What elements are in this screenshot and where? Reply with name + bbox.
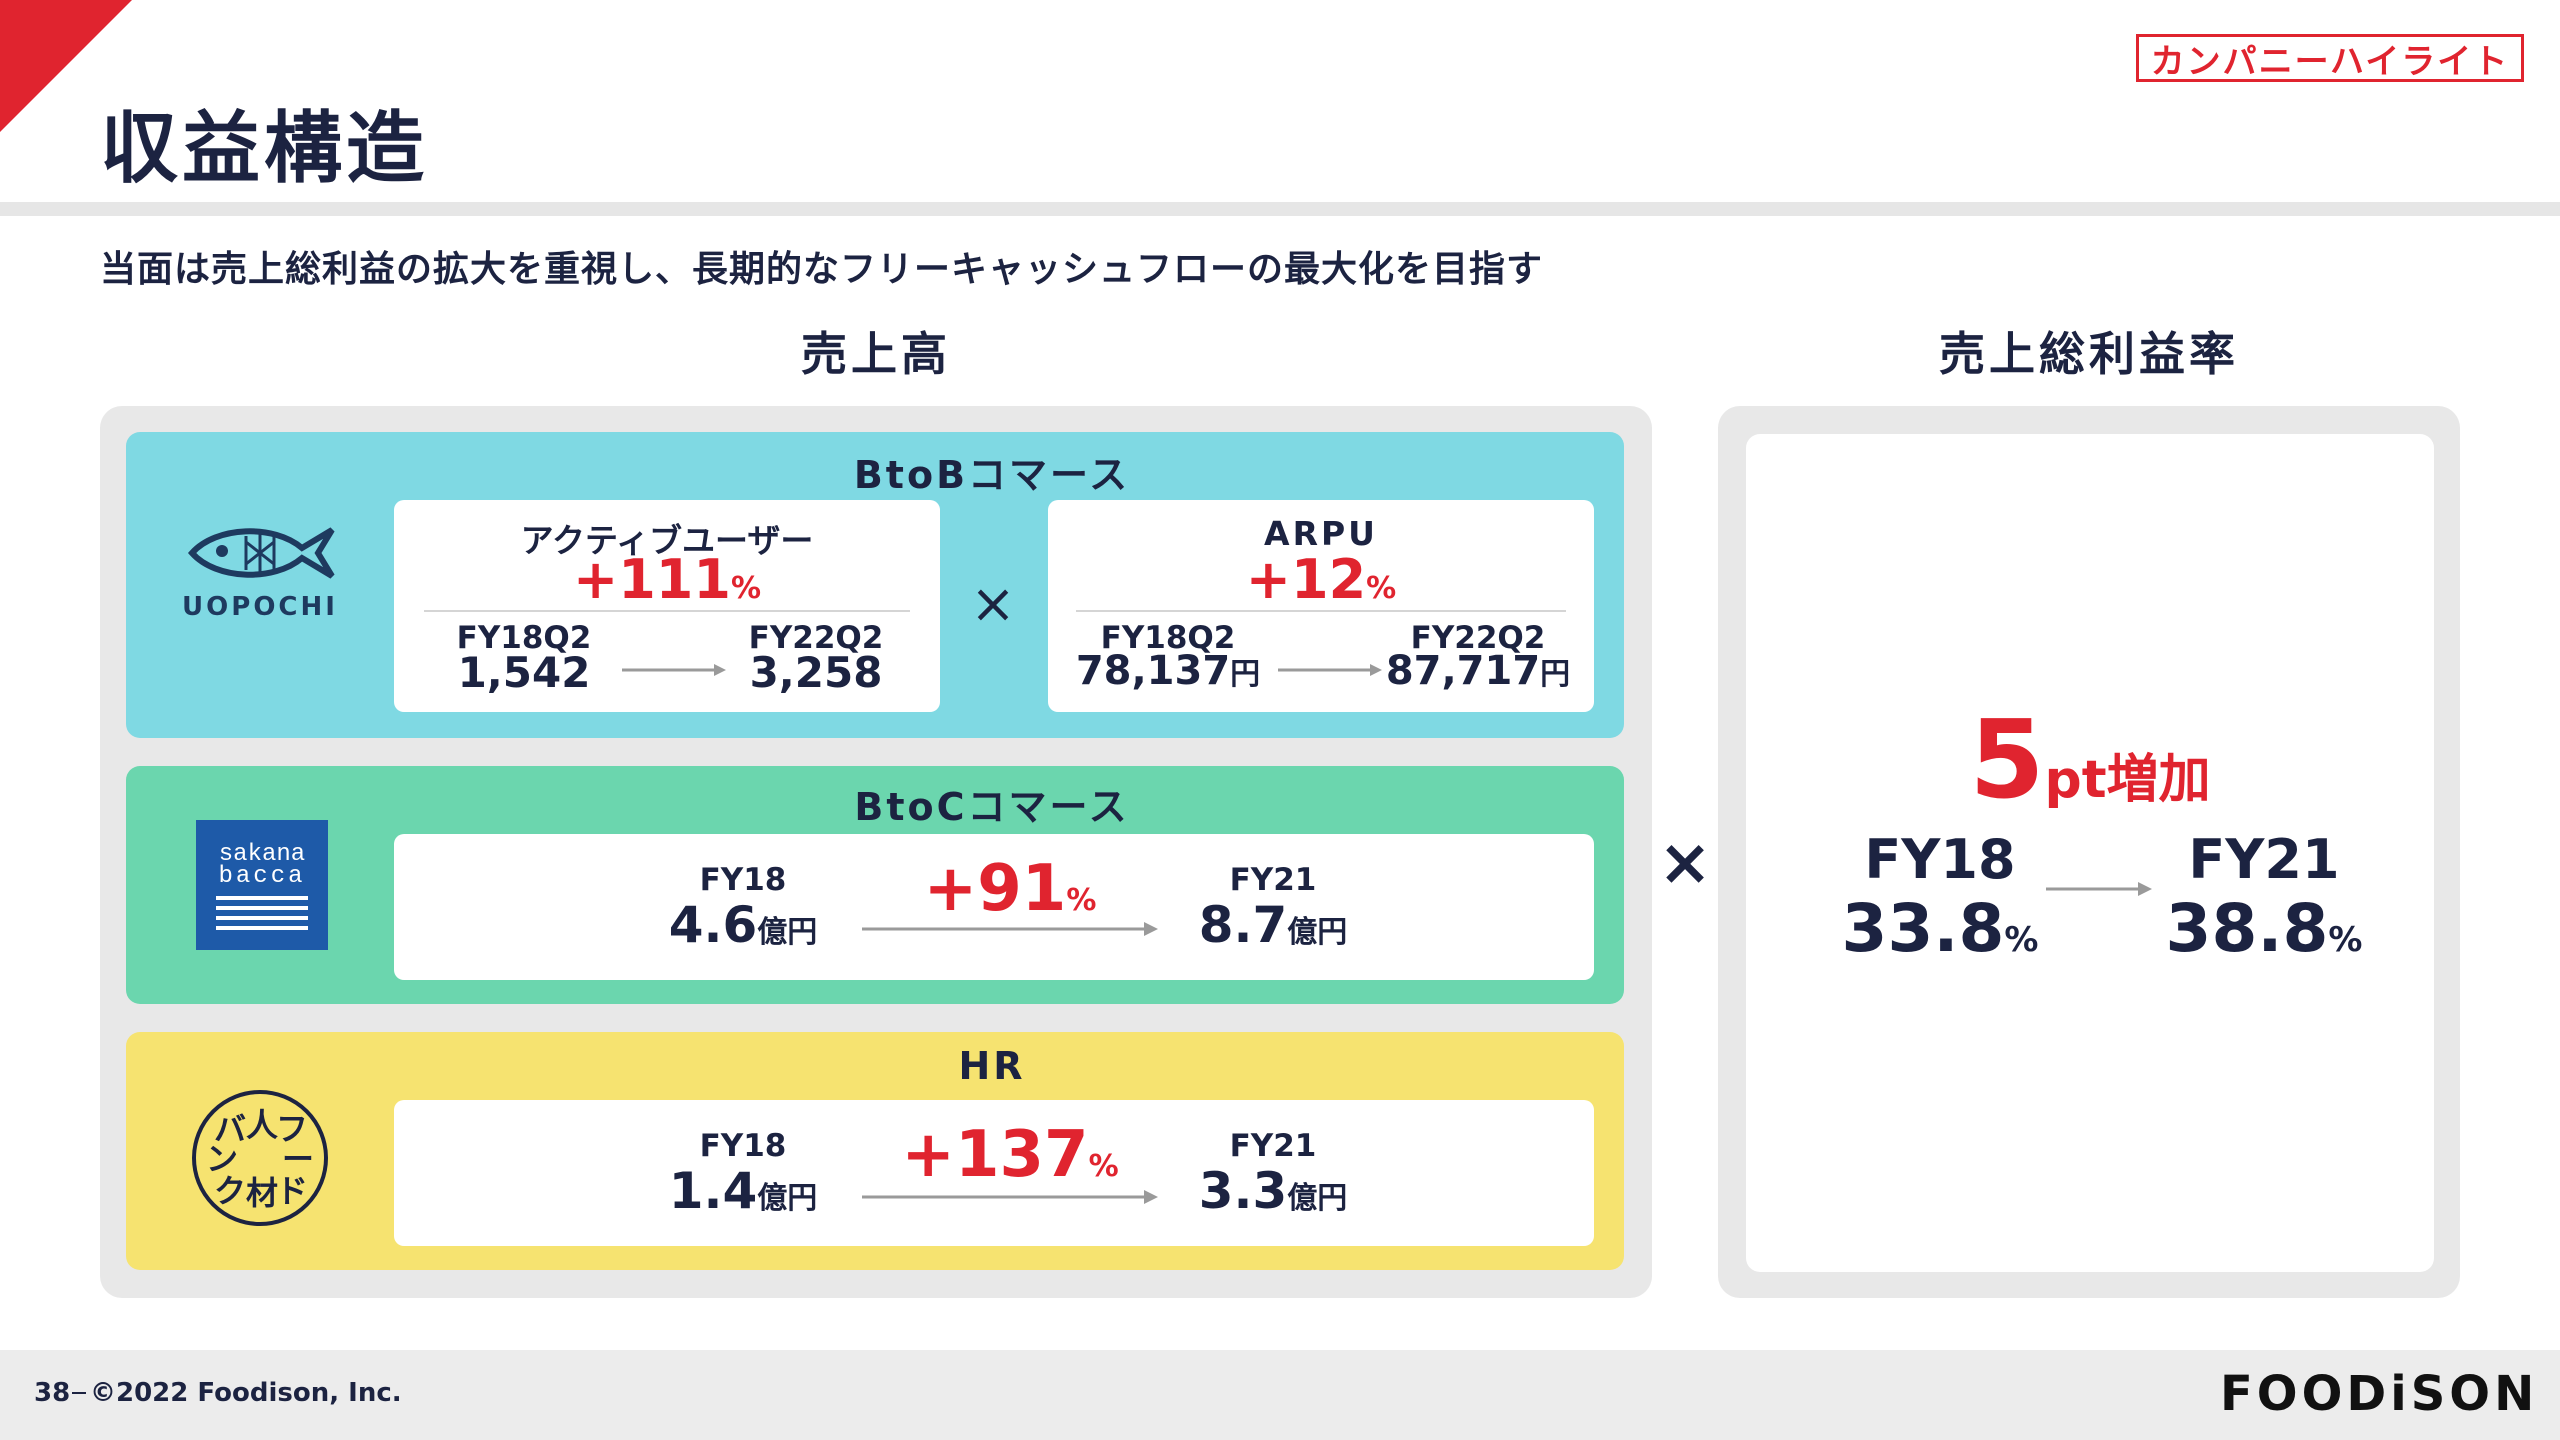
btoc-to-value: 8.7億円 (1198, 896, 1348, 954)
btoc-title: BtoCコマース (854, 785, 1130, 829)
arpu-from-label: FY18Q2 (1100, 620, 1236, 656)
sakana-stripes-icon (216, 896, 308, 930)
footer-bar (0, 1350, 2560, 1440)
foodison-logo: FOODiSON (2220, 1366, 2539, 1422)
svg-text:バ: バ (214, 1110, 246, 1148)
active-users-from-label: FY18Q2 (456, 620, 592, 656)
btoc-from-value: 4.6億円 (668, 896, 818, 954)
btoc-to-label: FY21 (1229, 862, 1317, 898)
revenue-heading: 売上高 (801, 327, 951, 381)
svg-text:フ: フ (276, 1110, 308, 1148)
svg-text:人: 人 (246, 1106, 278, 1144)
uopochi-logo-text: UOPOCHI (182, 592, 338, 622)
margin-from-value: 33.8% (1841, 890, 2039, 967)
margin-from-label: FY18 (1864, 828, 2016, 891)
btob-title: BtoBコマース (853, 453, 1131, 497)
multiply-sign-btob: × (970, 572, 1016, 635)
margin-to-label: FY21 (2188, 828, 2340, 891)
active-users-to-value: 3,258 (749, 648, 883, 697)
margin-to-value: 38.8% (2165, 890, 2363, 967)
svg-text:ー: ー (282, 1140, 314, 1178)
arpu-label: ARPU (1264, 514, 1378, 553)
gross-margin-heading: 売上総利益率 (1939, 327, 2239, 381)
svg-text:ド: ド (276, 1172, 308, 1210)
hr-from-label: FY18 (699, 1128, 787, 1164)
arpu-card (1048, 500, 1594, 712)
multiply-sign-main: × (1658, 826, 1712, 900)
btoc-card (394, 834, 1594, 980)
margin-increase-number: 5 (1969, 698, 2045, 823)
active-users-growth: +111% (572, 548, 762, 611)
page-title: 収益構造 (100, 104, 429, 194)
arpu-to-label: FY22Q2 (1410, 620, 1546, 656)
hr-to-label: FY21 (1229, 1128, 1317, 1164)
svg-text:ク: ク (214, 1172, 246, 1210)
arrow-right-icon (1278, 664, 1382, 676)
hr-title: HR (958, 1044, 1026, 1088)
svg-text:材: 材 (246, 1174, 278, 1212)
active-users-card (394, 500, 940, 712)
corner-accent (0, 0, 132, 132)
hr-to-value: 3.3億円 (1198, 1162, 1348, 1220)
arpu-growth: +12% (1245, 548, 1397, 611)
arpu-from-value: 78,137円 (1075, 648, 1261, 694)
gross-margin-card (1746, 434, 2434, 1272)
active-users-from-value: 1,542 (457, 648, 591, 697)
sakana-logo-line2: bacca (218, 863, 306, 890)
page-subtitle: 当面は売上総利益の拡大を重視し、長期的なフリーキャッシュフローの最大化を目指す (100, 249, 1544, 290)
hr-card (394, 1100, 1594, 1246)
page-number: 38 (34, 1378, 71, 1408)
arrow-right-icon (2046, 882, 2152, 896)
hr-growth: +137% (901, 1118, 1119, 1192)
active-users-divider (424, 610, 910, 612)
btoc-growth: +91% (923, 852, 1097, 926)
footer-separator (72, 1392, 86, 1394)
arrow-right-icon (622, 664, 726, 676)
active-users-to-label: FY22Q2 (748, 620, 884, 656)
btoc-from-label: FY18 (699, 862, 787, 898)
arrow-right-icon (862, 1190, 1158, 1204)
arpu-to-value: 87,717円 (1385, 648, 1571, 694)
copyright-text: ©2022 Foodison, Inc. (90, 1378, 402, 1408)
margin-increase-unit: pt増加 (2044, 750, 2211, 810)
sakana-logo-line1: sakana (218, 841, 306, 868)
svg-text:ン: ン (206, 1140, 238, 1178)
header-divider (0, 202, 2560, 216)
food-jinzai-bank-logo-icon: バ 人 フ ン ー ク 材 ド (192, 1090, 328, 1226)
active-users-label: アクティブユーザー (520, 521, 814, 560)
uopochi-fish-icon (187, 527, 335, 579)
margin-increase: 5pt増加 (1746, 698, 2434, 823)
section-tag: カンパニーハイライト (2136, 34, 2524, 82)
arrow-right-icon (862, 922, 1158, 936)
hr-from-value: 1.4億円 (668, 1162, 818, 1220)
arpu-divider (1076, 610, 1566, 612)
